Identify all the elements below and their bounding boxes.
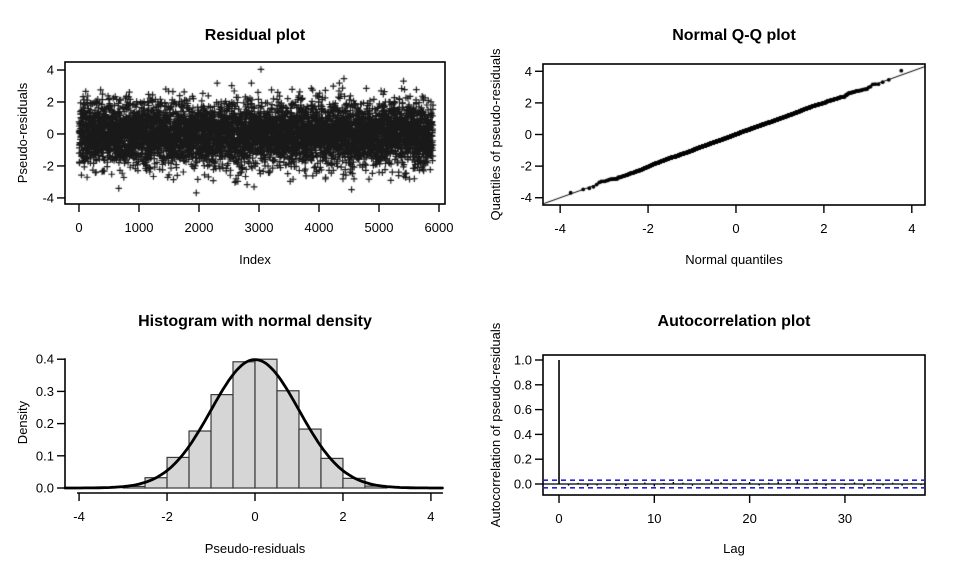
y-tick-label: 0 xyxy=(525,127,532,142)
y-tick-label: 0.6 xyxy=(514,402,532,417)
qq-ylabel: Quantiles of pseudo-residuals xyxy=(488,48,503,220)
y-tick-label: 4 xyxy=(525,64,532,79)
hist-xlabel: Pseudo-residuals xyxy=(205,541,306,556)
y-tick-label: 0.0 xyxy=(36,481,54,496)
histogram-bar xyxy=(320,457,344,489)
residual-plot-frame xyxy=(64,61,446,205)
x-tick-label: 1000 xyxy=(125,220,154,235)
y-tick-label: 0.0 xyxy=(514,477,532,492)
histogram-bar xyxy=(298,428,322,489)
x-tick-label: 20 xyxy=(742,511,756,526)
y-tick-label: 0 xyxy=(47,126,54,141)
x-tick-label: 3000 xyxy=(245,220,274,235)
residual-xlabel: Index xyxy=(239,252,271,267)
residual-title: Residual plot xyxy=(205,27,306,44)
y-tick-label: 4 xyxy=(47,62,54,77)
x-tick-label: 0 xyxy=(555,511,562,526)
y-tick-label: 0.3 xyxy=(36,384,54,399)
x-tick-label: 2 xyxy=(339,509,346,524)
y-tick-label: 1.0 xyxy=(514,352,532,367)
x-tick-label: 4 xyxy=(908,221,915,236)
acf-plot-frame xyxy=(542,354,926,496)
x-tick-label: 0 xyxy=(75,220,82,235)
histogram-bar xyxy=(210,394,234,489)
x-tick-label: 10 xyxy=(647,511,661,526)
x-tick-label: 4000 xyxy=(305,220,334,235)
x-tick-label: 2000 xyxy=(185,220,214,235)
hist-title: Histogram with normal density xyxy=(138,313,372,330)
y-tick-label: -4 xyxy=(520,190,532,205)
y-tick-label: 0.8 xyxy=(514,377,532,392)
y-tick-label: 2 xyxy=(47,94,54,109)
qq-title: Normal Q-Q plot xyxy=(672,27,796,44)
x-tick-label: 5000 xyxy=(365,220,394,235)
y-tick-label: -2 xyxy=(42,158,54,173)
qq-plot-frame xyxy=(542,63,926,206)
qq-xlabel: Normal quantiles xyxy=(685,252,783,267)
y-tick-label: 0.4 xyxy=(36,352,54,367)
y-tick-label: -2 xyxy=(520,159,532,174)
x-tick-label: -4 xyxy=(73,509,85,524)
x-tick-label: 30 xyxy=(838,511,852,526)
histogram-bar xyxy=(254,358,278,489)
y-tick-label: 2 xyxy=(525,95,532,110)
acf-title: Autocorrelation plot xyxy=(658,313,812,330)
x-tick-label: 2 xyxy=(820,221,827,236)
y-tick-label: 0.2 xyxy=(514,452,532,467)
x-tick-label: 0 xyxy=(251,509,258,524)
y-tick-label: 0.1 xyxy=(36,448,54,463)
normal-density-curve xyxy=(63,358,444,490)
x-tick-label: -2 xyxy=(161,509,173,524)
residual-ylabel: Pseudo-residuals xyxy=(15,82,30,183)
hist-ylabel: Density xyxy=(15,400,30,444)
acf-xlabel: Lag xyxy=(723,541,745,556)
y-tick-label: 0.2 xyxy=(36,416,54,431)
x-tick-label: 6000 xyxy=(425,220,454,235)
y-tick-label: -4 xyxy=(42,190,54,205)
histogram-bar xyxy=(232,361,256,489)
y-tick-label: 0.4 xyxy=(514,427,532,442)
x-tick-label: 0 xyxy=(732,221,739,236)
x-tick-label: -4 xyxy=(554,221,566,236)
x-tick-label: 4 xyxy=(427,509,434,524)
x-tick-label: -2 xyxy=(642,221,654,236)
acf-ylabel: Autocorrelation of pseudo-residuals xyxy=(488,322,503,527)
